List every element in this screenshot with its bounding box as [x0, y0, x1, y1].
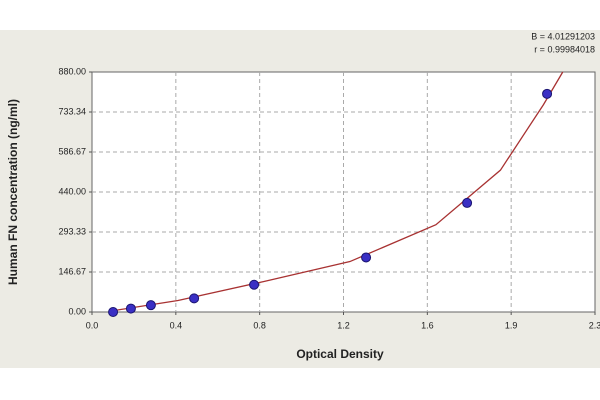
y-tick-label: 880.00	[58, 66, 86, 76]
x-tick-label: 1.6	[421, 320, 434, 330]
data-point	[189, 293, 200, 304]
x-tick-label: 0.4	[170, 320, 183, 330]
x-tick-label: 0.8	[253, 320, 266, 330]
x-tick-label: 1.9	[505, 320, 518, 330]
y-axis-title: Human FN concentration (ng/ml)	[6, 99, 20, 285]
y-tick-label: 733.34	[58, 106, 86, 116]
y-tick-label: 293.33	[58, 226, 86, 236]
x-tick-label: 1.2	[337, 320, 350, 330]
data-point	[361, 252, 372, 263]
data-point	[462, 197, 473, 208]
x-tick-label: 2.3	[589, 320, 600, 330]
y-tick-label: 586.67	[58, 146, 86, 156]
y-tick-label: 0.00	[68, 306, 86, 316]
data-point	[249, 279, 260, 290]
x-axis-title: Optical Density	[296, 347, 384, 361]
x-tick-label: 0.0	[86, 320, 99, 330]
annotation: B = 4.01291203	[531, 31, 595, 41]
data-point	[125, 303, 136, 314]
data-point	[542, 88, 553, 99]
y-tick-label: 146.67	[58, 266, 86, 276]
y-tick-label: 440.00	[58, 186, 86, 196]
annotation: r = 0.99984018	[534, 44, 595, 54]
data-point	[145, 300, 156, 311]
data-point	[108, 307, 119, 317]
